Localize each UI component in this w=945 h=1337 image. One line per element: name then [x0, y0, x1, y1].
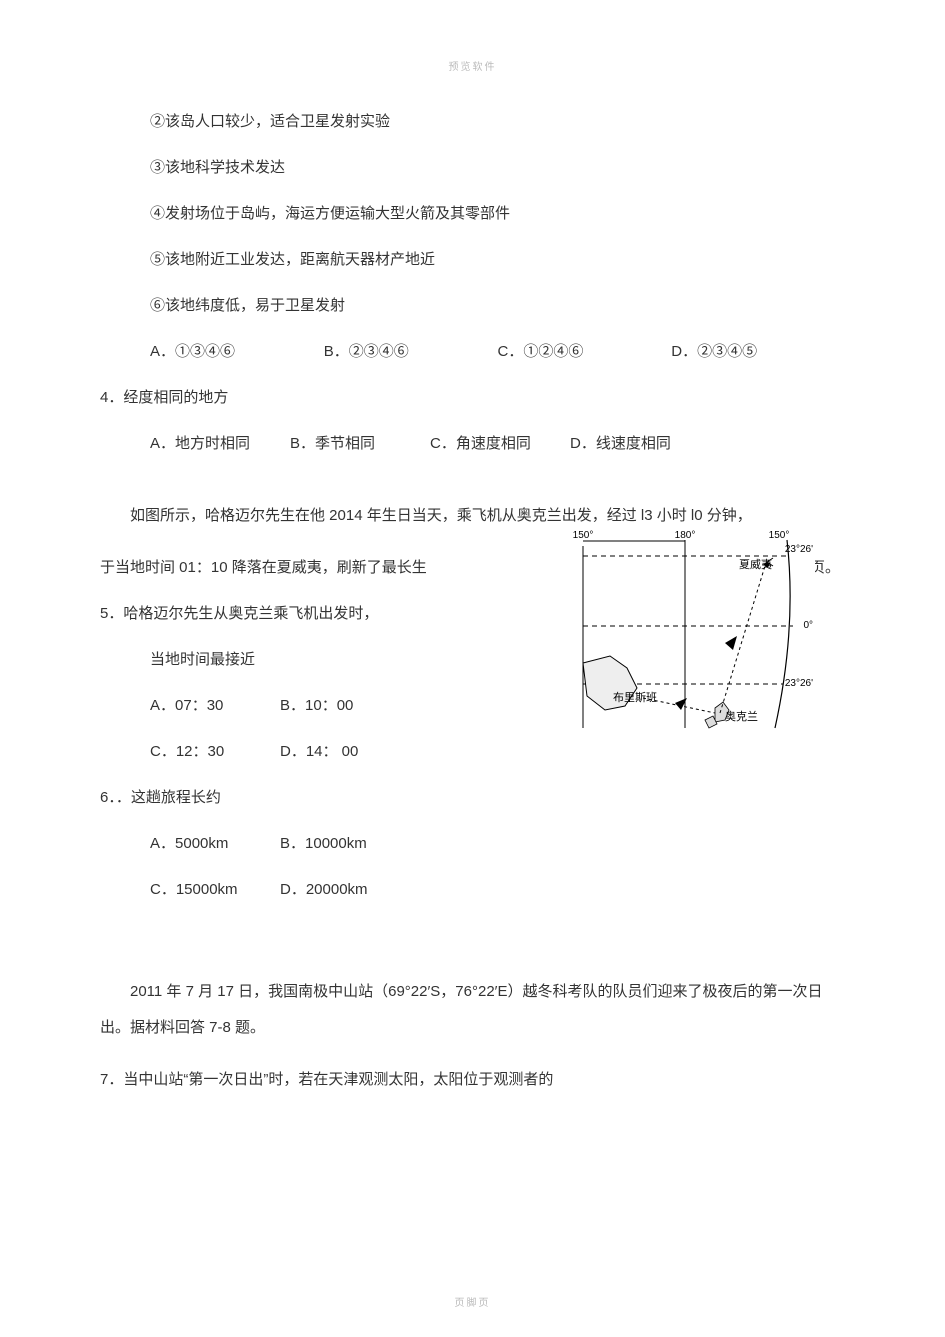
- reason-3: ③该地科学技术发达: [100, 156, 845, 180]
- q5-option-d: D．14： 00: [280, 740, 410, 764]
- reason-2: ②该岛人口较少，适合卫星发射实验: [100, 110, 845, 134]
- label-auckland: 奥克兰: [725, 709, 758, 723]
- q6-options-row2: C．15000km D．20000km: [100, 878, 845, 902]
- reason-4: ④发射场位于岛屿，海运方便运输大型火箭及其零部件: [100, 202, 845, 226]
- context-5-line2a: 于当地时间 01：10 降落在夏威夷，刷新了最长生: [100, 556, 427, 580]
- q4-option-b: B．季节相同: [290, 432, 430, 456]
- q6-stem: 6．．这趟旅程长约: [100, 786, 845, 810]
- lat-23s: 23°26': [785, 678, 813, 689]
- reason-5: ⑤该地附近工业发达，距离航天器材产地近: [100, 248, 845, 272]
- q3-option-d: D．②③④⑤: [671, 340, 845, 364]
- lon-150-left: 150°: [573, 530, 594, 541]
- document-content: ②该岛人口较少，适合卫星发射实验 ③该地科学技术发达 ④发射场位于岛屿，海运方便…: [100, 110, 845, 1092]
- q3-option-c: C．①②④⑥: [498, 340, 672, 364]
- reason-6: ⑥该地纬度低，易于卫星发射: [100, 294, 845, 318]
- map-figure: 150° 180° 150° 23°26' 0° 23°26': [565, 528, 815, 733]
- q7-stem: 7．当中山站“第一次日出”时，若在天津观测太阳，太阳位于观测者的: [100, 1068, 845, 1092]
- footer-watermark: 页脚页: [455, 1296, 491, 1312]
- q4-option-a: A．地方时相同: [150, 432, 290, 456]
- q3-option-b: B．②③④⑥: [324, 340, 498, 364]
- label-hawaii: 夏威夷: [739, 558, 772, 571]
- q6-option-b: B．10000km: [280, 832, 430, 856]
- q3-options: A．①③④⑥ B．②③④⑥ C．①②④⑥ D．②③④⑤: [100, 340, 845, 364]
- q6-option-a: A．5000km: [150, 832, 280, 856]
- lon-150-right: 150°: [769, 530, 790, 541]
- q4-option-d: D．线速度相同: [570, 432, 710, 456]
- label-brisbane: 布里斯班: [613, 691, 657, 704]
- q5-option-b: B．10：00: [280, 694, 410, 718]
- plane-icon-2: [725, 636, 737, 650]
- header-watermark: 预览软件: [449, 60, 497, 76]
- q6-option-c: C．15000km: [150, 878, 280, 902]
- q5-option-c: C．12：30: [150, 740, 280, 764]
- map-svg: 150° 180° 150° 23°26' 0° 23°26': [565, 528, 815, 733]
- q6-option-d: D．20000km: [280, 878, 430, 902]
- q4-options: A．地方时相同 B．季节相同 C．角速度相同 D．线速度相同: [100, 432, 845, 456]
- lon-180: 180°: [675, 530, 696, 541]
- context-q5-q6-block: 如图所示，哈格迈尔先生在他 2014 年生日当天，乘飞机从奥克兰出发，经过 l3…: [100, 498, 845, 902]
- q5-option-a: A．07：30: [150, 694, 280, 718]
- q5-options-row2: C．12：30 D．14： 00: [100, 740, 845, 764]
- lat-0: 0°: [803, 620, 813, 631]
- q4-option-c: C．角速度相同: [430, 432, 570, 456]
- q6-options-row1: A．5000km B．10000km: [100, 832, 845, 856]
- context-7: 2011 年 7 月 17 日，我国南极中山站（69°22′S，76°22′E）…: [100, 974, 845, 1046]
- lat-23n: 23°26': [785, 544, 813, 555]
- q3-option-a: A．①③④⑥: [150, 340, 324, 364]
- q4-stem: 4．经度相同的地方: [100, 386, 845, 410]
